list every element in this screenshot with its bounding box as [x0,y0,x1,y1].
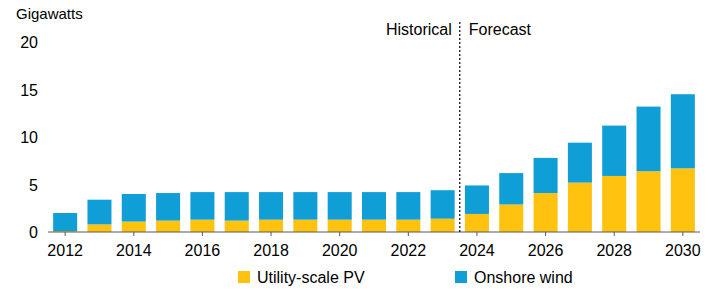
bar [190,192,214,220]
bar [396,220,420,232]
bar [431,190,455,219]
bar [568,143,592,183]
x-tick [682,232,683,236]
bar [87,224,111,232]
x-tick-label: 2016 [185,242,221,259]
bar [259,192,283,220]
x-tick-label: 2030 [665,242,701,259]
bar [328,220,352,232]
legend-label: Utility-scale PV [257,269,365,286]
bar [465,185,489,214]
x-tick-label: 2028 [596,242,632,259]
bar [362,192,386,220]
bar [225,192,249,221]
y-axis-label: Gigawatts [16,5,83,22]
divider-line [459,22,460,232]
bar [637,107,661,172]
x-tick-label: 2024 [459,242,495,259]
y-tick-label: 10 [20,129,38,146]
y-tick-label: 20 [20,34,38,51]
x-tick [476,232,477,236]
bar [328,192,352,220]
bar [293,192,317,220]
x-tick-label: 2022 [391,242,427,259]
bar [499,173,523,204]
bar [568,183,592,232]
annotation: Historical [386,21,452,38]
x-tick-label: 2014 [116,242,152,259]
legend-swatch [455,271,467,283]
y-tick-label: 0 [29,224,38,241]
bar [122,222,146,232]
legend-label: Onshore wind [474,269,573,286]
y-tick [45,137,48,138]
bar [190,220,214,232]
x-tick-label: 2020 [322,242,358,259]
x-tick [614,232,615,236]
x-tick-label: 2012 [47,242,83,259]
bar [259,220,283,232]
bar [465,214,489,232]
y-tick [45,42,48,43]
bar [671,168,695,232]
bar [431,219,455,232]
chart: Gigawatts 0 5 10 15 20 2012 2014 2016 2018 2020 202… [0,0,720,298]
bar [87,200,111,225]
bar [156,221,180,232]
bar [671,94,695,168]
y-tick [45,89,48,90]
bar [534,193,558,232]
bar [602,176,626,232]
bar [156,193,180,221]
x-tick [133,232,134,236]
y-tick-label: 5 [29,177,38,194]
legend-swatch [238,271,250,283]
bar [293,220,317,232]
x-tick-label: 2026 [528,242,564,259]
x-tick [545,232,546,236]
x-tick [202,232,203,236]
bar [534,158,558,193]
bars [53,94,695,232]
x-tick [339,232,340,236]
bar [396,192,420,220]
bar [53,213,77,231]
x-tick [271,232,272,236]
annotation: Forecast [469,21,532,38]
y-tick [45,232,48,233]
bar [362,220,386,232]
x-axis-line [48,232,700,233]
x-tick [408,232,409,236]
x-tick-label: 2018 [253,242,289,259]
x-tick [65,232,66,236]
bar [499,204,523,232]
bar [225,221,249,232]
bar [602,126,626,176]
y-tick-label: 15 [20,82,38,99]
bar [637,171,661,232]
bar [122,194,146,222]
y-tick [45,184,48,185]
